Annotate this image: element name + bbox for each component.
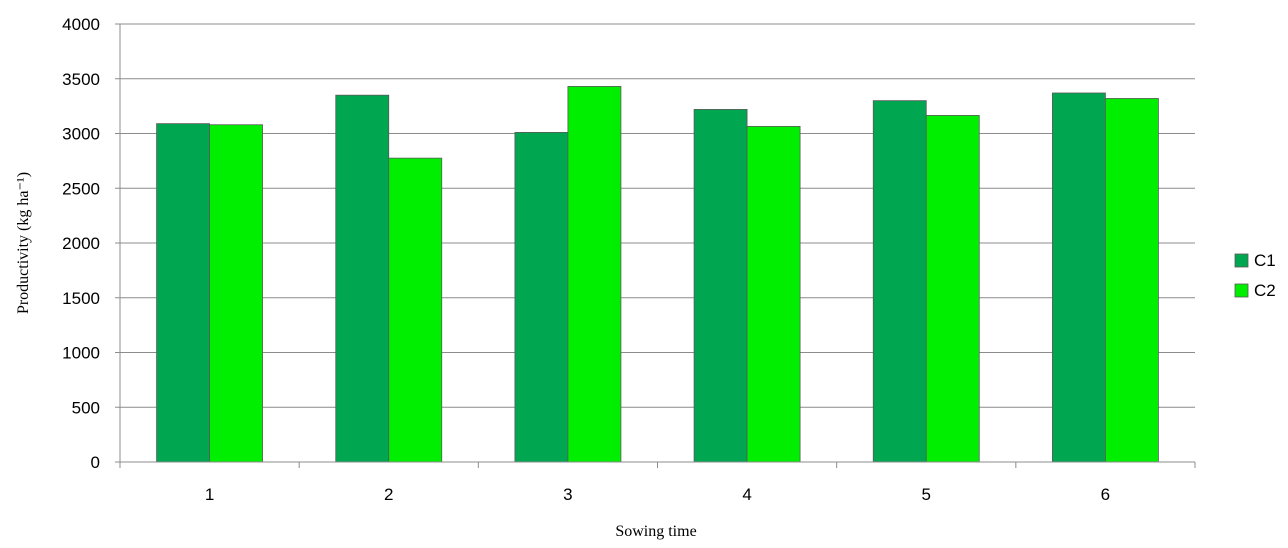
y-axis-title: Productivity (kg ha⁻¹)	[15, 172, 32, 314]
y-tick-label: 3500	[62, 70, 100, 89]
bar-c1	[514, 132, 569, 463]
bars	[156, 86, 1159, 463]
bar-c2	[1105, 98, 1159, 463]
legend-label-c1: C1	[1254, 251, 1276, 270]
y-tick-label: 2500	[62, 179, 100, 198]
y-tick-labels: 0 500 1000 1500 2000 2500 3000 3500 4000	[62, 15, 100, 472]
x-tick-label: 5	[922, 485, 931, 504]
bar-c2	[209, 124, 263, 463]
bar-c1	[335, 94, 390, 463]
y-tick-label: 500	[72, 398, 100, 417]
y-tick-label: 0	[91, 453, 100, 472]
bar-c1	[1052, 92, 1106, 463]
x-axis-title: Sowing time	[615, 523, 696, 540]
axes	[119, 24, 1196, 468]
legend-swatch-c1	[1234, 253, 1249, 268]
y-tick-label: 1500	[62, 289, 100, 308]
y-tick-label: 2000	[62, 234, 100, 253]
x-tick-labels: 1 2 3 4 5 6	[205, 485, 1110, 504]
legend-label-c2: C2	[1254, 281, 1276, 300]
bar-c1	[872, 100, 927, 463]
y-tick-label: 4000	[62, 15, 100, 34]
x-tick-label: 6	[1101, 485, 1110, 504]
gridlines	[115, 23, 1195, 463]
bar-c1	[693, 109, 748, 463]
bar-c2	[388, 157, 443, 463]
bar-c2	[746, 125, 801, 463]
y-tick-label: 1000	[62, 344, 100, 363]
x-tick-label: 1	[205, 485, 214, 504]
x-tick-label: 4	[742, 485, 751, 504]
bar-c2	[925, 115, 980, 463]
legend-swatch-c2	[1234, 283, 1249, 298]
x-tick-label: 2	[384, 485, 393, 504]
legend: C1 C2	[1234, 251, 1276, 300]
bar-c2	[567, 86, 622, 463]
bar-c1	[156, 123, 210, 463]
x-tick-label: 3	[563, 485, 572, 504]
y-tick-label: 3000	[62, 125, 100, 144]
